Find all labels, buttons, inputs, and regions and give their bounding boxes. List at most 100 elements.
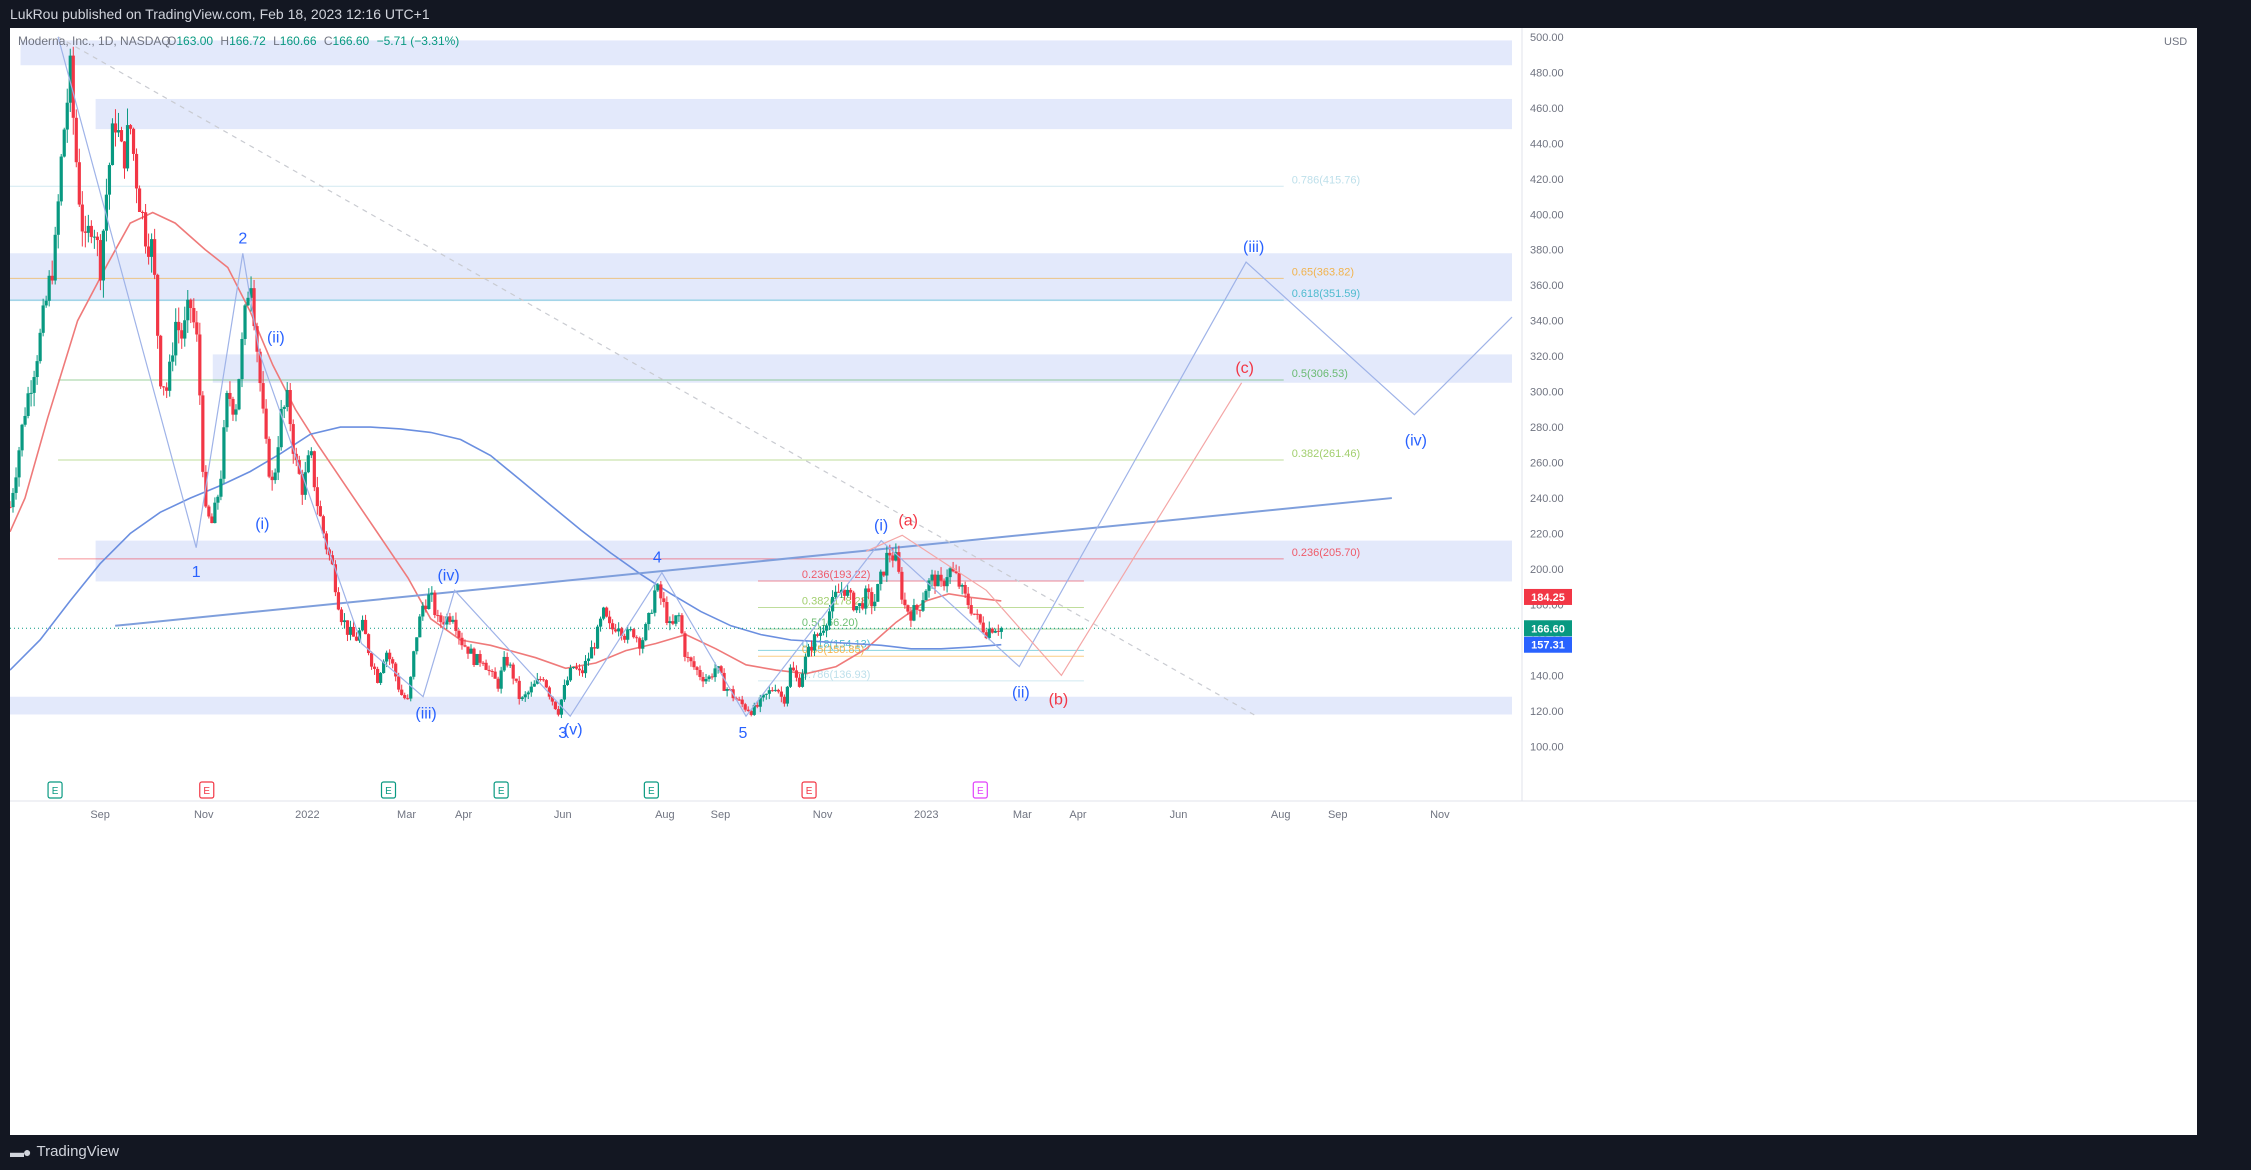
candle-body	[270, 476, 274, 481]
candle-body	[430, 592, 434, 595]
wave-label-13: (b)	[1049, 692, 1069, 709]
earnings-event-label-0: E	[52, 786, 59, 797]
candle-body	[827, 611, 832, 626]
candle-body	[749, 711, 753, 715]
x-tick-label-10: Mar	[1013, 809, 1032, 821]
candle-body	[445, 616, 449, 625]
candle-body	[342, 620, 347, 623]
y-tick-label-8: 340.00	[1530, 316, 1564, 328]
candle-body	[776, 689, 780, 692]
candle-body	[758, 697, 762, 707]
candle-body	[885, 552, 889, 576]
candle-body	[315, 487, 319, 507]
currency-label: USD	[2164, 36, 2187, 48]
candle-body	[617, 628, 621, 632]
candle-body	[526, 692, 530, 695]
earnings-event-icon[interactable]	[801, 781, 817, 799]
candle-body	[201, 395, 205, 472]
axes-layer: 500.00 480.00 460.00 440.00 420.00 400.00 380.…	[10, 28, 2197, 821]
candle-body	[912, 605, 916, 621]
candle-body	[975, 613, 979, 615]
y-tick-label-13: 240.00	[1530, 493, 1564, 505]
candle-body	[466, 646, 470, 654]
price-chart[interactable]: 0.786(415.76) 0.65(363.82) 0.618(351.59) 0.…	[8, 28, 2197, 1135]
candle-body	[900, 571, 904, 600]
candle-body	[249, 288, 253, 298]
fib-label-s5: 0.786(136.93)	[802, 669, 871, 681]
candle-body	[150, 239, 154, 257]
candle-body	[556, 709, 560, 715]
candle-body	[183, 320, 187, 339]
candle-body	[547, 687, 551, 697]
earnings-event-icon[interactable]	[380, 781, 397, 799]
candle-body	[580, 670, 585, 674]
candle-body	[379, 672, 383, 683]
candle-body	[876, 584, 880, 602]
candle-body	[222, 427, 226, 479]
candle-body	[174, 321, 178, 356]
candle-body	[990, 628, 994, 633]
y-tick-label-1: 480.00	[1530, 67, 1564, 79]
candle-body	[788, 667, 793, 687]
candle-body	[755, 705, 759, 707]
candle-body	[469, 648, 473, 654]
candle-body	[770, 690, 774, 692]
candle-body	[846, 589, 850, 596]
candle-body	[611, 623, 615, 630]
earnings-event-icon[interactable]	[972, 781, 988, 799]
candle-body	[604, 607, 609, 617]
candle-body	[213, 502, 217, 524]
candle-body	[71, 55, 75, 118]
candle-body	[752, 705, 756, 715]
candle-body	[463, 645, 467, 647]
candle-body	[550, 696, 554, 702]
candle-body	[291, 424, 295, 454]
x-tick-label-5: Jun	[554, 809, 572, 821]
candle-body	[267, 438, 271, 477]
wave-label-14: (c)	[1235, 360, 1254, 377]
earnings-event-icon[interactable]	[493, 781, 509, 799]
tradingview-logo-icon: ▬●	[10, 1143, 31, 1160]
candle-body	[586, 658, 591, 661]
candle-body	[951, 568, 955, 572]
candle-body	[192, 308, 196, 323]
y-tick-label-11: 280.00	[1530, 422, 1564, 434]
brand-label: TradingView	[36, 1143, 120, 1160]
candle-body	[969, 605, 973, 614]
candle-body	[436, 615, 440, 617]
earnings-event-icon[interactable]	[199, 781, 215, 799]
wave-label-6: 3	[558, 725, 567, 742]
candle-body	[909, 611, 913, 621]
candle-body	[764, 693, 768, 695]
candle-body	[475, 654, 479, 665]
candle-body	[623, 635, 627, 640]
candle-body	[858, 603, 862, 607]
candle-body	[156, 274, 160, 336]
candle-body	[403, 695, 407, 699]
candle-body	[849, 589, 853, 593]
candle-body	[363, 619, 368, 635]
candle-body	[852, 592, 856, 611]
candle-body	[348, 626, 353, 635]
candle-body	[532, 683, 536, 687]
earnings-event-icon[interactable]	[643, 781, 659, 799]
wave-label-2: (ii)	[267, 330, 285, 347]
candle-body	[17, 450, 21, 478]
candle-body	[237, 379, 241, 410]
fib-label-l2: 0.618(351.59)	[1292, 288, 1361, 300]
wave-label-8: 4	[653, 550, 662, 567]
candle-body	[418, 616, 422, 638]
candle-body	[704, 679, 708, 682]
candle-body	[186, 299, 190, 321]
price-badge-label-1: 166.60	[1531, 623, 1565, 635]
x-tick-label-14: Sep	[1328, 809, 1348, 821]
tradingview-logo[interactable]: ▬● TradingView	[10, 1143, 119, 1160]
candle-body	[677, 615, 681, 617]
x-tick-label-4: Apr	[455, 809, 472, 821]
candle-body	[104, 194, 109, 231]
wave-label-7: (v)	[564, 722, 583, 739]
candle-body	[794, 670, 799, 678]
candle-body	[915, 605, 919, 610]
earnings-event-icon[interactable]	[47, 781, 63, 799]
candle-body	[647, 613, 651, 625]
